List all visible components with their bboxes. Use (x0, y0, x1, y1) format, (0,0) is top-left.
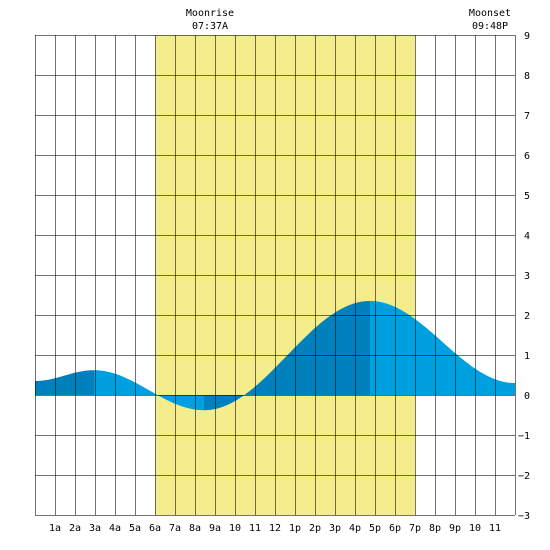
moonrise-time: 07:37A (192, 21, 228, 32)
x-tick-label: 5p (369, 523, 381, 534)
x-tick-label: 8a (189, 523, 201, 534)
x-tick-label: 2p (309, 523, 321, 534)
tide-segment (94, 370, 204, 411)
moonset-time: 09:48P (472, 21, 508, 32)
x-tick-label: 2a (69, 523, 81, 534)
x-tick-label: 7a (169, 523, 181, 534)
y-tick-label: 1 (524, 351, 530, 362)
moonrise-label: Moonrise (186, 8, 234, 19)
x-tick-label: 7p (409, 523, 421, 534)
x-tick-label: 6a (149, 523, 161, 534)
x-tick-label: 5a (129, 523, 141, 534)
y-tick-label: −1 (518, 431, 530, 442)
x-tick-label: 4a (109, 523, 121, 534)
moonset-label: Moonset (469, 8, 511, 19)
x-tick-label: 1a (49, 523, 61, 534)
x-tick-label: 11 (249, 523, 261, 534)
x-tick-label: 1p (289, 523, 301, 534)
tide-segment (35, 370, 94, 395)
y-tick-label: 7 (524, 111, 530, 122)
x-tick-label: 10 (469, 523, 481, 534)
x-tick-label: 9a (209, 523, 221, 534)
y-tick-label: −2 (518, 471, 530, 482)
y-tick-label: 9 (524, 31, 530, 42)
x-tick-label: 8p (429, 523, 441, 534)
x-tick-label: 11 (489, 523, 501, 534)
x-tick-label: 3a (89, 523, 101, 534)
y-tick-label: 5 (524, 191, 530, 202)
y-tick-label: 2 (524, 311, 530, 322)
y-tick-label: 8 (524, 71, 530, 82)
tide-segment (370, 301, 515, 395)
y-tick-label: 6 (524, 151, 530, 162)
x-tick-label: 12 (269, 523, 281, 534)
y-tick-label: 0 (524, 391, 530, 402)
x-tick-label: 3p (329, 523, 341, 534)
y-tick-label: 4 (524, 231, 530, 242)
y-tick-label: −3 (518, 511, 530, 522)
y-tick-label: 3 (524, 271, 530, 282)
x-tick-label: 6p (389, 523, 401, 534)
x-tick-label: 9p (449, 523, 461, 534)
x-tick-label: 10 (229, 523, 241, 534)
x-tick-label: 4p (349, 523, 361, 534)
